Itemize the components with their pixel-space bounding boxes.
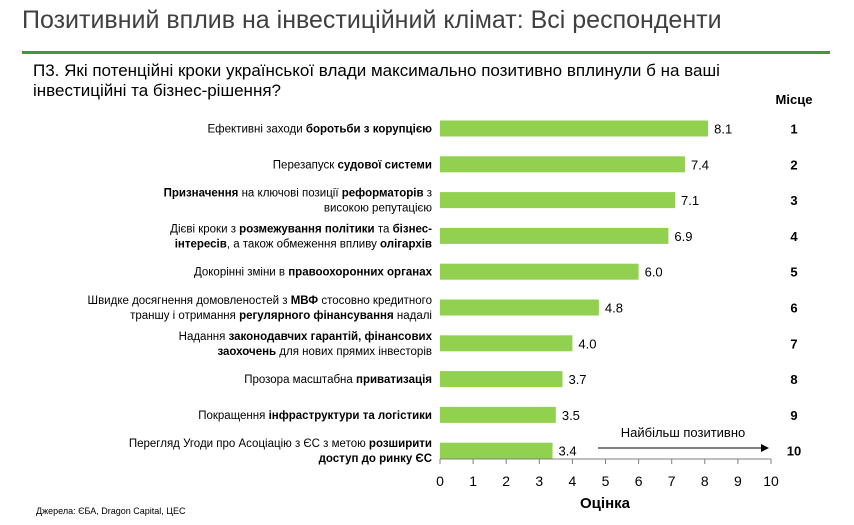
rank-header: Місце (776, 92, 813, 107)
rank-label: 2 (790, 157, 797, 172)
rank-label: 7 (790, 336, 797, 351)
x-tick-label: 7 (668, 473, 676, 489)
category-label-part: Надання (179, 331, 229, 343)
category-label-part: Призначення (164, 188, 239, 200)
value-label: 3.5 (562, 408, 580, 423)
rank-label: 1 (790, 122, 797, 137)
rank-label: 8 (790, 372, 797, 387)
bar (440, 263, 639, 280)
value-label: 6.9 (674, 229, 692, 244)
x-tick-label: 9 (734, 473, 742, 489)
x-tick-label: 10 (763, 473, 779, 489)
x-tick-label: 5 (602, 473, 610, 489)
bar (440, 406, 556, 423)
category-label-part: стосовно кредитного (318, 295, 432, 307)
category-label: Прозора масштабна приватизація (244, 374, 432, 386)
category-label-part: заохочень (217, 346, 276, 358)
category-label: Дієві кроки з розмежування політики та б… (170, 223, 432, 250)
category-label-part: траншу і отримання (130, 310, 239, 322)
category-label: Швидке досягнення домовленостей з МВФ ст… (88, 295, 432, 322)
category-label-part: регулярного фінансування (239, 310, 394, 322)
category-label-part: олігархів (380, 238, 432, 250)
category-label-part: , а також обмеження впливу (227, 238, 380, 250)
category-label-part: МВФ (291, 295, 319, 307)
bar (440, 442, 553, 459)
x-tick-label: 0 (436, 473, 444, 489)
x-tick-label: 4 (569, 473, 577, 489)
rank-label: 10 (787, 444, 801, 459)
category-label: Покращення інфраструктури та логістики (198, 410, 432, 422)
category-label: Призначення на ключові позиції реформато… (164, 188, 433, 215)
bar (440, 299, 599, 316)
value-label: 4.0 (578, 336, 596, 351)
category-label-part: Швидке досягнення домовленостей з (88, 295, 291, 307)
category-label-part: Перезапуск (273, 159, 338, 171)
rank-label: 3 (790, 193, 797, 208)
category-label-part: доступ до ринку ЄС (319, 453, 432, 465)
category-label-part: Покращення (198, 410, 268, 422)
value-label: 4.8 (605, 301, 623, 316)
value-label: 7.4 (691, 157, 709, 172)
rank-label: 9 (790, 408, 797, 423)
bar (440, 156, 685, 173)
category-label-part: інфраструктури та логістики (269, 410, 432, 422)
rank-label: 5 (790, 265, 797, 280)
value-label: 3.7 (568, 372, 586, 387)
category-label-part: інтересів (175, 238, 227, 250)
category-label-part: розмежування політики (239, 223, 374, 235)
category-label-part: та (375, 223, 393, 235)
rank-label: 4 (790, 229, 798, 244)
bar (440, 120, 709, 137)
bar (440, 192, 676, 209)
category-label-part: законодавчих гарантій, фінансових (229, 331, 433, 343)
value-label: 7.1 (681, 193, 699, 208)
bar (440, 227, 669, 244)
value-label: 6.0 (645, 265, 663, 280)
category-label-part: Перегляд Угоди про Асоціацію з ЄС з мето… (129, 438, 369, 450)
title-rule (22, 51, 830, 54)
category-label-part: Ефективні заходи (207, 124, 305, 136)
x-tick-label: 2 (502, 473, 510, 489)
category-label: Докорінні зміни в правоохоронних органах (194, 267, 433, 279)
category-label-part: надалі (394, 310, 432, 322)
category-label-part: боротьби з корупцією (306, 124, 432, 136)
category-label-part: Докорінні зміни в (194, 267, 288, 279)
category-label-part: розширити (369, 438, 432, 450)
question-text: П3. Які потенційні кроки української вла… (33, 61, 720, 100)
x-tick-label: 6 (635, 473, 643, 489)
category-label-part: Дієві кроки з (170, 223, 239, 235)
category-label-part: бізнес- (393, 223, 433, 235)
x-tick-label: 8 (701, 473, 709, 489)
value-label: 3.4 (559, 444, 577, 459)
annotation-text: Найбільш позитивно (621, 425, 746, 440)
category-label-part: Прозора масштабна (244, 374, 356, 386)
category-label-part: реформаторів (342, 188, 424, 200)
category-label-part: на ключові позиції (238, 188, 341, 200)
x-tick-label: 3 (535, 473, 543, 489)
category-label: Ефективні заходи боротьби з корупцією (207, 124, 432, 136)
category-label-part: судової системи (337, 159, 432, 171)
bar (440, 335, 573, 352)
category-label: Надання законодавчих гарантій, фінансови… (179, 331, 433, 358)
rank-label: 6 (790, 301, 797, 316)
source-note: Джерела: ЄБА, Dragon Capital, ЦЕС (36, 506, 186, 516)
category-label-part: високою репутацією (324, 203, 432, 215)
category-label: Перезапуск судової системи (273, 159, 432, 171)
category-label-part: правоохоронних органах (288, 267, 432, 279)
category-label-part: для нових прямих інвесторів (276, 346, 432, 358)
bar (440, 371, 563, 388)
category-label-part: приватизація (356, 374, 432, 386)
category-label-part: з (424, 188, 432, 200)
x-tick-label: 1 (469, 473, 477, 489)
category-label: Перегляд Угоди про Асоціацію з ЄС з мето… (129, 438, 432, 465)
x-axis-title: Оцінка (580, 495, 631, 512)
page-title: Позитивний вплив на інвестиційний клімат… (22, 6, 722, 34)
value-label: 8.1 (714, 122, 732, 137)
